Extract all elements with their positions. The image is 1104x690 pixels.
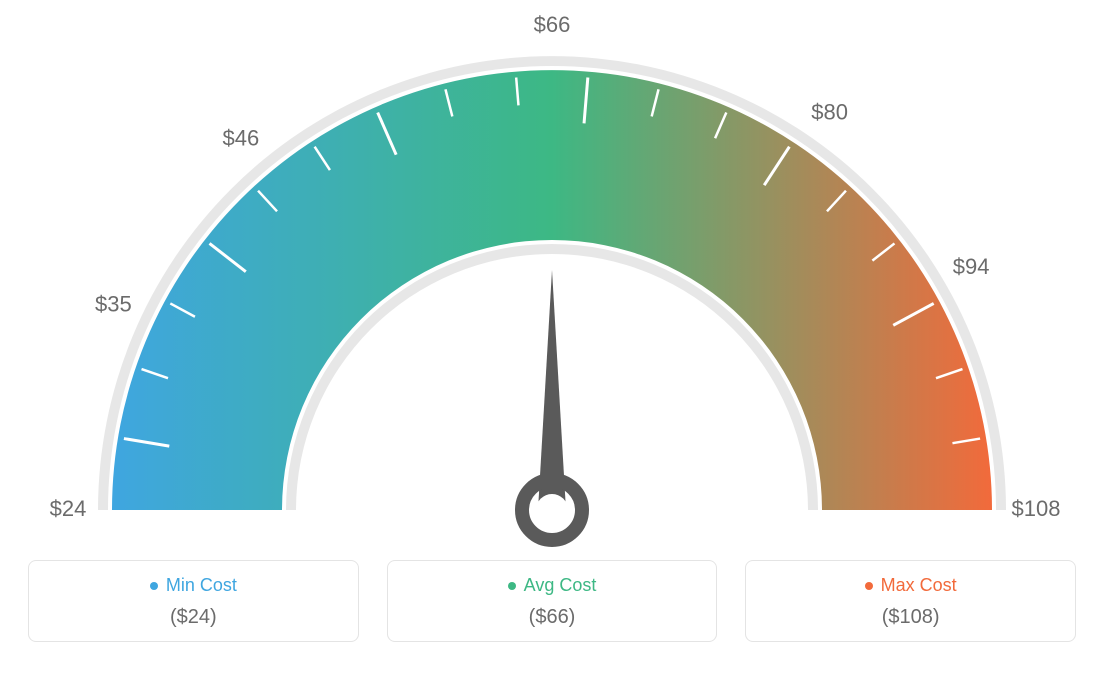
gauge-scale-label: $46: [223, 125, 260, 150]
gauge-scale-label: $24: [50, 496, 87, 521]
legend-title-min: Min Cost: [29, 575, 358, 596]
legend-title-text: Max Cost: [881, 575, 957, 595]
legend-value-max: ($108): [746, 606, 1075, 629]
legend-card-max: Max Cost ($108): [745, 560, 1076, 642]
gauge-svg: $24 $35 $46 $66 $80 $94 $108: [0, 0, 1104, 560]
cost-gauge-chart: $24 $35 $46 $66 $80 $94 $108: [0, 0, 1104, 560]
legend-title-max: Max Cost: [746, 575, 1075, 596]
legend-title-avg: Avg Cost: [388, 575, 717, 596]
gauge-scale-label: $80: [811, 100, 848, 125]
gauge-scale-label: $35: [95, 291, 132, 316]
legend-dot-icon: [865, 582, 873, 590]
legend-title-text: Min Cost: [166, 575, 237, 595]
legend-card-avg: Avg Cost ($66): [387, 560, 718, 642]
legend-title-text: Avg Cost: [524, 575, 597, 595]
gauge-scale-label: $108: [1012, 496, 1061, 521]
legend-card-min: Min Cost ($24): [28, 560, 359, 642]
legend-value-min: ($24): [29, 606, 358, 629]
gauge-scale-label: $94: [953, 254, 990, 279]
legend-value-avg: ($66): [388, 606, 717, 629]
legend-dot-icon: [150, 582, 158, 590]
legend-row: Min Cost ($24) Avg Cost ($66) Max Cost (…: [0, 560, 1104, 642]
gauge-scale-label: $66: [534, 12, 571, 37]
legend-dot-icon: [508, 582, 516, 590]
